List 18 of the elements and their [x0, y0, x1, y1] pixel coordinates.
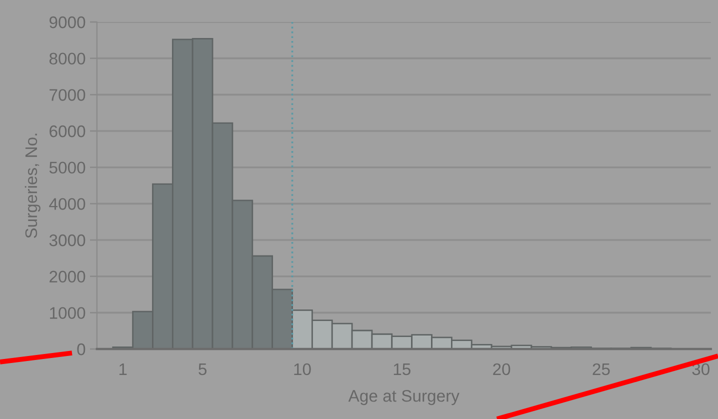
y-tick-label: 1000	[50, 307, 86, 319]
x-tick-label: 20	[493, 363, 510, 376]
y-tick-label: 4000	[49, 198, 86, 210]
y-tick-label: 2000	[50, 270, 86, 283]
y-tick-label: 3000	[49, 234, 86, 246]
x-tick-label: 25	[592, 363, 610, 376]
y-axis-title: Surgeries, No.	[24, 134, 40, 238]
x-tick-label: 15	[394, 364, 410, 376]
y-tick-label: 9000	[50, 16, 86, 28]
y-tick-label: 6000	[50, 125, 86, 138]
y-tick-label: 7000	[50, 89, 86, 101]
y-tick-label: 8000	[49, 52, 86, 65]
y-tick-label: 0	[77, 343, 86, 356]
x-tick-label: 10	[294, 363, 311, 376]
x-axis-title: Age at Surgery	[348, 390, 460, 406]
x-tick-label: 5	[198, 364, 207, 376]
x-tick-label: 1	[119, 364, 127, 375]
y-tick-label: 5000	[49, 162, 86, 174]
